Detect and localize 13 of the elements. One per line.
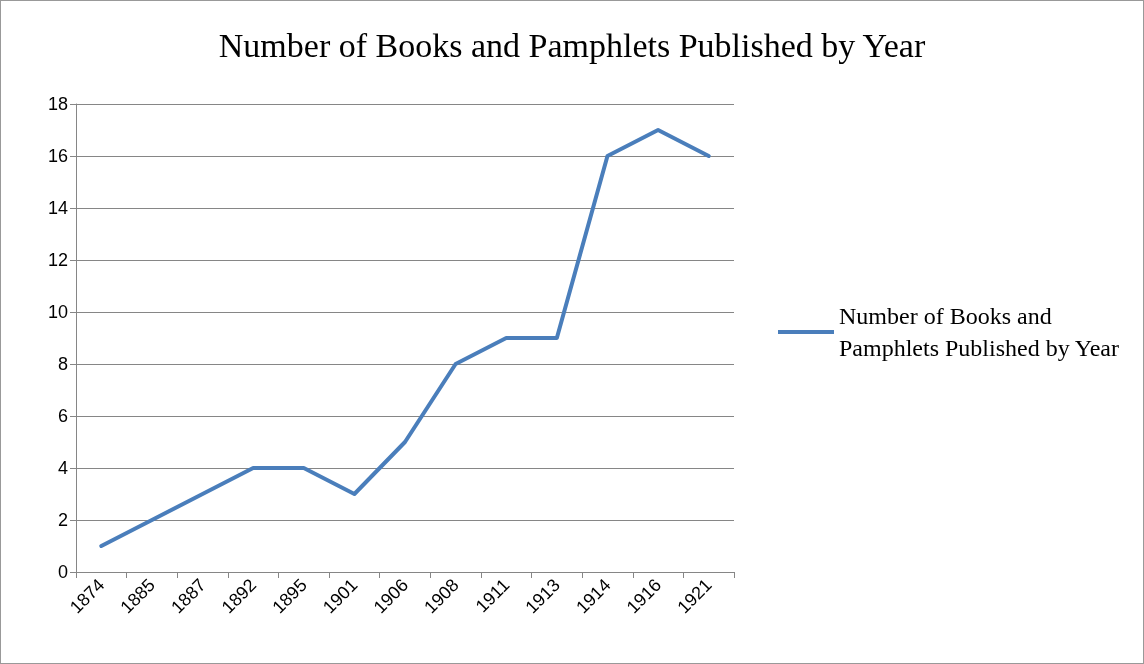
y-tick-label: 2 [57, 510, 68, 530]
chart-title: Number of Books and Pamphlets Published by Year [218, 26, 926, 64]
line-series [99, 128, 711, 548]
y-tick-label: 16 [47, 146, 68, 166]
y-tick-label: 12 [47, 250, 68, 270]
y-tick-label: 8 [57, 354, 68, 374]
y-tick-label: 6 [57, 406, 68, 426]
y-tick-label: 18 [47, 94, 68, 114]
y-tick-label: 14 [47, 198, 68, 218]
legend-label: Number of Books and Pamphlets Published by Year [839, 303, 1120, 361]
y-tick-label: 4 [57, 458, 68, 478]
y-tick-label: 0 [57, 562, 68, 582]
y-tick-label: 10 [47, 302, 68, 322]
